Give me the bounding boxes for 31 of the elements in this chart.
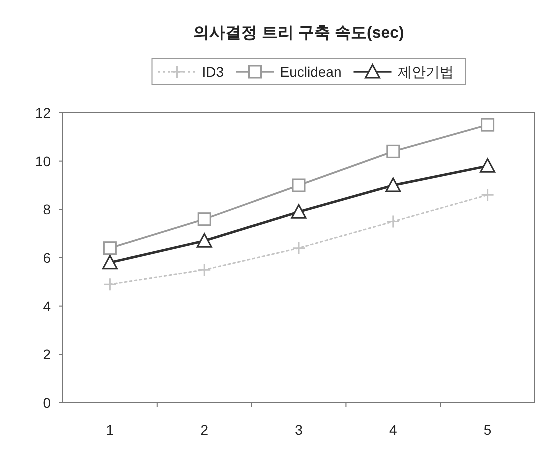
point [102, 255, 118, 270]
x-tick-label: 3 [295, 422, 304, 438]
y-tick-label: 0 [43, 395, 52, 411]
y-tick-label: 2 [43, 346, 52, 363]
x-tick-label: 5 [484, 422, 492, 438]
point [198, 212, 212, 226]
point [103, 278, 117, 292]
y-tick-label: 6 [43, 250, 52, 266]
point [386, 144, 400, 158]
point [198, 263, 212, 277]
x-tick-label: 4 [390, 422, 398, 438]
y-tick-label: 12 [35, 105, 52, 121]
point [481, 188, 495, 202]
y-tick-label: 10 [35, 153, 52, 170]
point [291, 204, 307, 219]
point [103, 242, 117, 256]
legend-label: ID3 [202, 64, 224, 80]
point [480, 158, 496, 173]
y-tick-label: 4 [43, 298, 52, 314]
chart-title: 의사결정 트리 구축 속도(sec) [194, 25, 404, 42]
y-tick-label: 8 [43, 202, 52, 218]
x-tick-label: 1 [106, 422, 114, 438]
point [481, 118, 495, 132]
legend-label: 제안기법 [398, 64, 454, 80]
x-tick-label: 2 [200, 422, 209, 438]
point [386, 178, 402, 192]
point [292, 178, 306, 192]
point [292, 242, 306, 256]
point [386, 215, 400, 228]
point [196, 233, 212, 248]
legend-label: Euclidean [280, 64, 342, 80]
